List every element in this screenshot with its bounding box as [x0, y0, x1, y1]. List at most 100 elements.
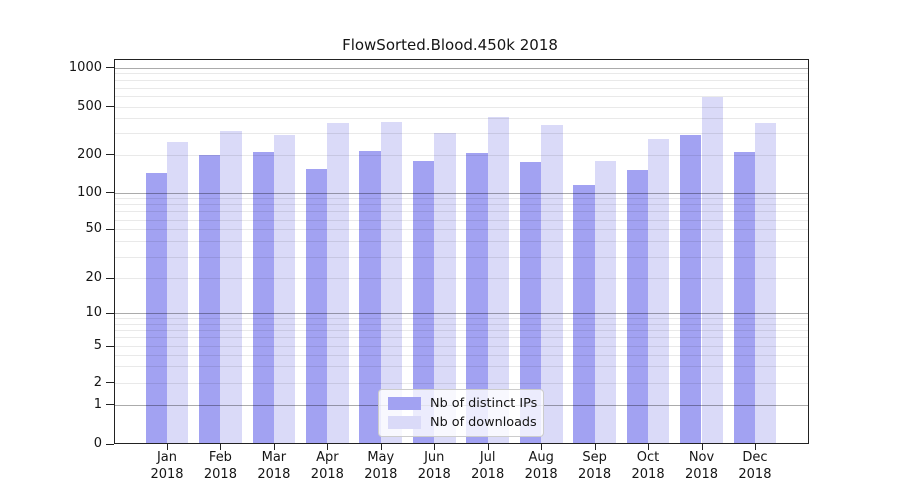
y-tick-label-100: 100 — [77, 184, 102, 200]
grid-line-400 — [114, 118, 809, 120]
grid-line-40 — [114, 241, 809, 243]
y-tick-mark-50 — [106, 228, 114, 230]
grid-line-100 — [114, 192, 809, 194]
bar-distinct-ips-nov — [680, 134, 702, 444]
x-tick-label-jan: Jan 2018 — [150, 450, 184, 482]
x-tick-label-nov: Nov 2018 — [684, 450, 719, 482]
x-tick-mark-dec — [754, 444, 756, 450]
bar-downloads-aug — [541, 125, 563, 444]
bar-downloads-jul — [487, 116, 510, 444]
legend-entry-downloads: Nb of downloads — [388, 415, 537, 430]
bar-distinct-ips-apr — [305, 169, 328, 444]
x-tick-mark-apr — [327, 444, 329, 450]
bar-distinct-ips-sep — [573, 185, 595, 444]
x-tick-label-feb: Feb 2018 — [203, 450, 237, 482]
legend: Nb of distinct IPs Nb of downloads — [378, 389, 544, 437]
bar-downloads-oct — [648, 139, 670, 444]
bar-distinct-ips-jan — [145, 172, 167, 444]
bar-downloads-mar — [273, 134, 296, 444]
grid-line-30 — [114, 256, 809, 258]
grid-line-600 — [114, 96, 809, 98]
x-tick-label-jun: Jun 2018 — [417, 450, 451, 482]
grid-line-10 — [114, 313, 809, 315]
bar-distinct-ips-aug — [519, 162, 542, 444]
grid-line-300 — [114, 133, 809, 135]
bar-downloads-nov — [701, 97, 723, 444]
y-tick-label-0: 0 — [93, 436, 102, 451]
bar-distinct-ips-dec — [733, 151, 755, 444]
grid-line-5 — [114, 346, 809, 347]
bar-distinct-ips-jul — [466, 152, 488, 444]
y-tick-mark-1 — [106, 404, 114, 405]
grid-line-50 — [114, 229, 809, 231]
y-tick-label-500: 500 — [77, 98, 102, 114]
y-tick-mark-2 — [106, 382, 114, 383]
x-tick-mark-jan — [167, 444, 168, 450]
grid-line-8 — [114, 323, 809, 325]
bar-downloads-jan — [167, 141, 189, 444]
legend-swatch-distinct-ips — [388, 397, 421, 410]
grid-line-60 — [114, 219, 809, 221]
bar-distinct-ips-may — [359, 151, 381, 444]
grid-line-4 — [114, 354, 809, 356]
y-tick-label-1000: 1000 — [68, 59, 102, 75]
y-tick-mark-5 — [106, 345, 114, 347]
bar-downloads-sep — [594, 160, 616, 444]
bar-downloads-jun — [434, 133, 456, 444]
x-tick-mark-feb — [220, 444, 222, 450]
chart-title: FlowSorted.Blood.450k 2018 — [342, 36, 558, 54]
x-tick-mark-sep — [594, 444, 596, 450]
grid-line-800 — [114, 80, 809, 82]
y-tick-label-2: 2 — [93, 374, 102, 390]
grid-line-200 — [114, 154, 809, 156]
y-tick-label-10: 10 — [85, 305, 102, 321]
grid-line-3 — [114, 366, 809, 368]
x-tick-label-jul: Jul 2018 — [471, 450, 505, 482]
y-tick-label-1: 1 — [93, 396, 102, 412]
grid-layer — [114, 59, 809, 444]
bar-downloads-dec — [754, 123, 777, 444]
bar-downloads-may — [380, 121, 403, 444]
x-tick-label-may: May 2018 — [364, 450, 398, 482]
grid-line-90 — [114, 198, 809, 200]
y-tick-mark-0 — [106, 443, 114, 445]
bar-downloads-feb — [220, 131, 242, 444]
grid-line-700 — [114, 87, 809, 89]
x-tick-label-sep: Sep 2018 — [578, 450, 612, 482]
grid-line-80 — [114, 204, 809, 206]
x-tick-label-aug: Aug 2018 — [524, 450, 558, 482]
y-tick-mark-200 — [106, 154, 114, 155]
bar-distinct-ips-mar — [252, 152, 274, 444]
x-tick-mark-aug — [541, 444, 543, 450]
bar-downloads-apr — [327, 123, 349, 444]
grid-line-900 — [114, 73, 809, 75]
y-tick-mark-1000 — [106, 67, 114, 68]
grid-line-20 — [114, 278, 809, 280]
bars-layer — [114, 59, 809, 444]
x-tick-label-mar: Mar 2018 — [257, 450, 291, 482]
x-tick-mark-may — [380, 444, 382, 450]
y-tick-label-20: 20 — [85, 270, 102, 286]
grid-line-7 — [114, 330, 809, 332]
x-tick-mark-jul — [487, 444, 489, 450]
legend-label-distinct-ips: Nb of distinct IPs — [430, 396, 538, 411]
legend-label-downloads: Nb of downloads — [430, 415, 537, 430]
bar-distinct-ips-jun — [412, 160, 435, 444]
legend-swatch-downloads — [388, 416, 421, 429]
grid-line-1000 — [114, 67, 809, 69]
grid-line-6 — [114, 337, 809, 339]
y-tick-label-200: 200 — [77, 146, 102, 162]
x-tick-mark-oct — [648, 444, 650, 450]
y-tick-label-50: 50 — [85, 221, 102, 237]
grid-line-9 — [114, 318, 809, 320]
y-tick-label-5: 5 — [93, 338, 102, 353]
x-tick-label-dec: Dec 2018 — [738, 450, 772, 482]
x-tick-mark-mar — [273, 444, 275, 450]
grid-line-500 — [114, 106, 809, 108]
bar-distinct-ips-feb — [199, 155, 221, 444]
x-tick-mark-nov — [701, 444, 703, 450]
x-tick-label-apr: Apr 2018 — [310, 450, 344, 482]
bar-distinct-ips-oct — [626, 169, 649, 444]
y-tick-mark-10 — [106, 312, 114, 314]
